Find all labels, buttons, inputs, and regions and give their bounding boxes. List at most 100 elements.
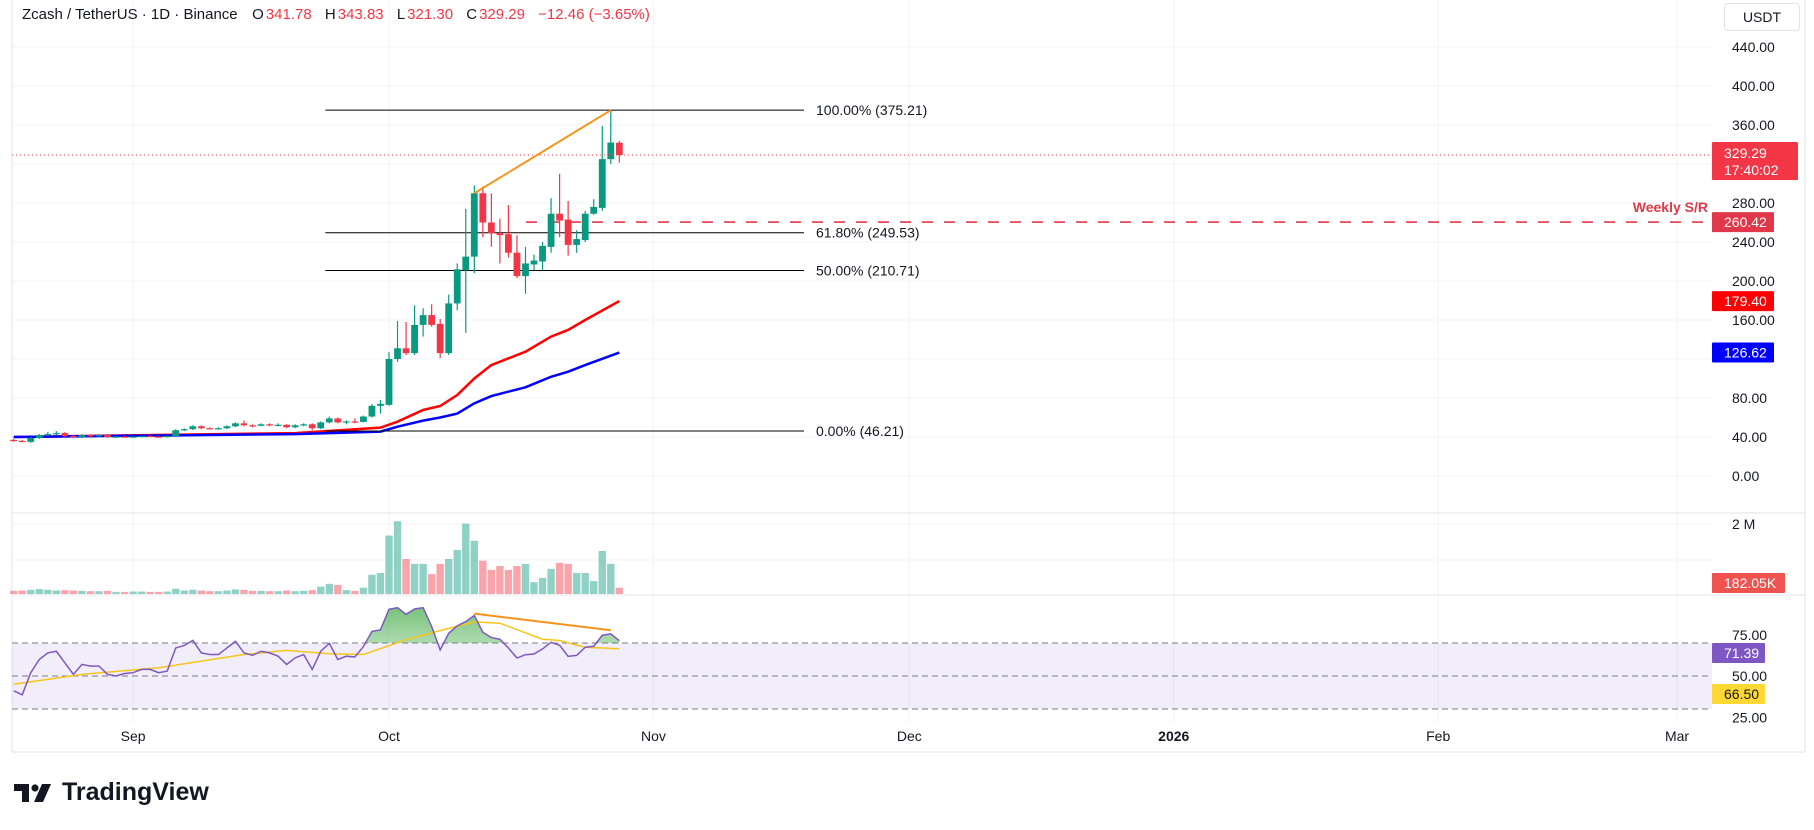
volume-bar	[35, 589, 43, 594]
volume-bar	[197, 590, 206, 594]
time-tick-label: Feb	[1426, 728, 1450, 744]
candle-body	[197, 426, 205, 429]
time-tick-label: Dec	[897, 728, 922, 744]
slow-ma-price-label: 126.62	[1724, 345, 1767, 361]
fib-level-label: 61.80% (249.53)	[816, 225, 920, 241]
rsi-tick-label: 75.00	[1732, 627, 1767, 643]
volume-bar	[291, 591, 299, 594]
rsi-last-label: 71.39	[1724, 645, 1759, 661]
volume-bar	[555, 562, 564, 594]
candle-body	[564, 219, 572, 245]
candle-body	[487, 222, 495, 234]
volume-bar	[257, 590, 265, 594]
volume-bar	[274, 591, 282, 594]
volume-bar	[223, 590, 231, 594]
volume-bar	[172, 588, 180, 594]
annotations[interactable]	[12, 109, 1712, 195]
candle-body	[163, 436, 171, 438]
volume-bar	[129, 591, 137, 594]
volume-bar	[146, 591, 154, 594]
volume-bar	[44, 589, 52, 594]
candle-body	[342, 421, 350, 423]
candle-body	[257, 424, 265, 426]
candle-body	[266, 424, 273, 426]
candle-body	[598, 159, 606, 208]
volume-bar	[504, 569, 513, 594]
candle-body	[291, 425, 299, 428]
candle-body	[411, 324, 418, 354]
time-tick-label: Nov	[641, 728, 666, 744]
candle-body	[52, 433, 60, 435]
symbol-title[interactable]: Zcash / TetherUS · 1D · Binance	[22, 6, 238, 23]
price-tick-label: 280.00	[1732, 195, 1775, 211]
candle-body	[394, 348, 401, 359]
volume-bar	[351, 590, 359, 594]
volume-bar	[470, 540, 478, 594]
tradingview-wordmark: TradingView	[62, 778, 209, 806]
volume-bar	[359, 587, 368, 594]
support-price-label: 260.42	[1724, 214, 1767, 230]
fast-ma-line	[13, 299, 620, 439]
volume-bar	[86, 591, 95, 594]
tradingview-logo[interactable]: TradingView	[14, 778, 209, 807]
fib-level-label: 50.00% (210.71)	[816, 263, 920, 279]
volume-last-label: 182.05K	[1724, 575, 1777, 591]
volume-bar	[265, 591, 274, 594]
high-label: H	[324, 6, 336, 23]
candle-body	[104, 435, 111, 437]
price-tick-label: 0.00	[1732, 468, 1759, 484]
candle-body	[522, 263, 529, 277]
volume-bar	[300, 590, 308, 594]
volume-bar	[163, 591, 171, 594]
candle-body	[27, 437, 35, 442]
price-tick-label: 200.00	[1732, 273, 1775, 289]
time-tick-label: 2026	[1158, 728, 1189, 744]
candle-body	[240, 423, 248, 426]
candle-body	[129, 436, 137, 438]
candle-body	[155, 436, 163, 438]
last-price-label: 329.29	[1724, 145, 1767, 161]
change-value: −12.46 (−3.65%)	[538, 6, 650, 23]
candle-body	[360, 416, 367, 422]
open-label: O	[252, 6, 264, 23]
high-value: 343.83	[337, 6, 384, 23]
fibonacci-retracement[interactable]: 100.00% (375.21) 61.80% (249.53) 50.00% (2…	[325, 102, 927, 439]
volume-bar	[479, 560, 487, 594]
candle-body	[223, 426, 231, 429]
volume-bar	[436, 563, 444, 594]
price-tick-label: 440.00	[1732, 39, 1775, 55]
volume-bar	[240, 589, 248, 594]
slow-ma-line	[13, 351, 620, 439]
candle-body	[513, 252, 521, 277]
volume-bar	[530, 582, 538, 594]
volume-bar	[513, 566, 521, 594]
volume-bar	[206, 591, 214, 594]
volume-bar	[52, 590, 61, 594]
volume-bar	[18, 590, 26, 594]
rsi-tick-label: 50.00	[1732, 668, 1767, 684]
rsi-tick-label: 25.00	[1732, 709, 1767, 725]
weekly-support-resistance[interactable]: Weekly S/R	[526, 199, 1712, 223]
candle-body	[590, 206, 598, 214]
volume-bar	[385, 535, 393, 594]
tradingview-logo-icon	[14, 783, 51, 802]
candle-body	[87, 435, 94, 437]
volume-bar	[325, 583, 333, 594]
fib-level-label: 100.00% (375.21)	[816, 102, 927, 118]
candle-body	[35, 435, 43, 438]
candle-body	[300, 424, 308, 426]
candle-body	[95, 435, 103, 437]
time-tick-label: Mar	[1665, 728, 1689, 744]
candle-body	[530, 260, 538, 265]
axes: 440.00 400.00 360.00 280.00 240.00 200.00 160.…	[121, 39, 1798, 744]
volume-bar	[308, 590, 316, 594]
volume-bar	[61, 590, 69, 594]
candle-body	[146, 436, 154, 438]
rsi-ma-last-label-box	[1712, 684, 1765, 704]
currency-button[interactable]: USDT	[1724, 3, 1800, 31]
candle-body	[419, 315, 427, 325]
volume-bar	[189, 589, 197, 594]
volume-bar	[137, 591, 146, 594]
price-tick-label: 40.00	[1732, 429, 1767, 445]
